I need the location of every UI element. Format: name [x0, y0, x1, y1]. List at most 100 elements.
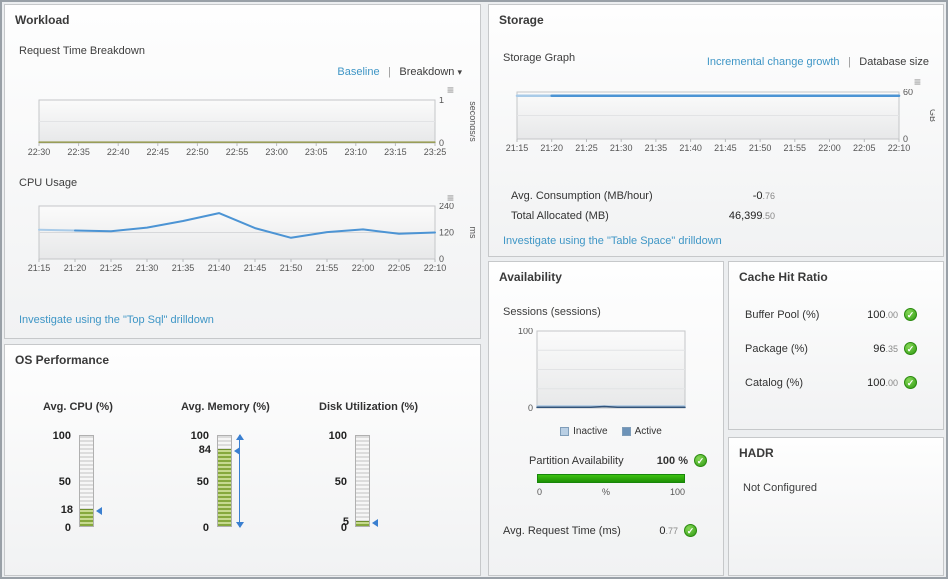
svg-text:21:20: 21:20 [64, 263, 87, 273]
gauge-fill [356, 521, 369, 526]
cache-hit-ratio-title: Cache Hit Ratio [739, 270, 828, 284]
hadr-panel: HADR Not Configured [728, 437, 944, 576]
status-ok-icon: ✓ [904, 342, 917, 355]
partition-availability-bar [537, 474, 685, 483]
svg-text:240: 240 [439, 203, 454, 211]
catalog-row: Catalog (%) 100.00 ✓ [745, 376, 917, 389]
svg-text:22:05: 22:05 [853, 143, 876, 153]
gauge-scale-max: 100 [52, 430, 71, 442]
inactive-swatch-icon [560, 427, 570, 436]
svg-text:22:00: 22:00 [818, 143, 841, 153]
storage-view-switch: Incremental change growth | Database siz… [707, 52, 929, 70]
scale-max: 100 [669, 487, 685, 497]
svg-text:21:55: 21:55 [784, 143, 807, 153]
gauge-scale-mid: 50 [334, 476, 347, 488]
gauge-scale-min: 0 [202, 522, 209, 534]
svg-text:22:35: 22:35 [67, 147, 90, 157]
gauge-fill [218, 449, 231, 526]
gauge-bar [217, 435, 232, 527]
svg-text:21:25: 21:25 [100, 263, 123, 273]
svg-text:21:45: 21:45 [714, 143, 737, 153]
avg-consumption-row: Avg. Consumption (MB/hour) -0.76 [511, 190, 775, 202]
sessions-chart: 100 0 [511, 326, 689, 414]
storage-graph-label: Storage Graph [503, 52, 576, 64]
svg-text:21:40: 21:40 [679, 143, 702, 153]
scale-min: 0 [537, 487, 543, 497]
sessions-label: Sessions (sessions) [503, 306, 601, 318]
avg-request-time-row: Avg. Request Time (ms) 0.77 ✓ [503, 524, 697, 537]
gauge-row: Avg. CPU (%) 100 50 0 18 Avg. Memory (%)… [35, 401, 439, 543]
top-sql-drilldown-link[interactable]: Investigate using the "Top Sql" drilldow… [19, 314, 214, 326]
svg-text:21:35: 21:35 [172, 263, 195, 273]
chart-options-icon[interactable]: ≡ [446, 83, 454, 97]
svg-text:ms: ms [468, 227, 475, 239]
availability-title: Availability [499, 270, 562, 284]
status-ok-icon: ✓ [684, 524, 697, 537]
status-ok-icon: ✓ [904, 376, 917, 389]
svg-text:22:40: 22:40 [107, 147, 130, 157]
workload-panel: Workload Request Time Breakdown Baseline… [4, 4, 481, 339]
baseline-link[interactable]: Baseline [337, 66, 380, 78]
svg-text:0: 0 [903, 134, 908, 144]
gauge-scale-mid: 50 [58, 476, 71, 488]
svg-text:21:15: 21:15 [506, 143, 529, 153]
svg-text:60: 60 [903, 89, 913, 97]
gauge-marker-icon [234, 447, 240, 455]
scale-unit: % [601, 487, 610, 497]
avg-request-time-label: Avg. Request Time (ms) [503, 524, 621, 537]
svg-text:22:50: 22:50 [186, 147, 209, 157]
table-space-drilldown-link[interactable]: Investigate using the "Table Space" dril… [503, 235, 722, 247]
svg-text:23:15: 23:15 [384, 147, 407, 157]
package-label: Package (%) [745, 342, 808, 355]
availability-panel: Availability Sessions (sessions) 100 0 In… [488, 261, 724, 576]
avg-consumption-label: Avg. Consumption (MB/hour) [511, 190, 653, 202]
svg-text:22:10: 22:10 [888, 143, 911, 153]
request-time-chart: 1 0 22:30 22:35 22:40 22:45 22:50 22:55 23:00 23:… [13, 95, 478, 159]
svg-text:21:40: 21:40 [208, 263, 231, 273]
database-size-link[interactable]: Database size [859, 56, 929, 68]
breakdown-selector[interactable]: Breakdown ▾ [399, 66, 462, 78]
gauge-value: 5 [342, 516, 349, 528]
active-swatch-icon [621, 427, 631, 436]
svg-text:0: 0 [439, 138, 444, 148]
svg-text:100: 100 [518, 328, 533, 336]
gauge-marker-icon [96, 507, 102, 515]
svg-text:23:25: 23:25 [424, 147, 447, 157]
disk-utilization-label: Disk Utilization (%) [319, 401, 419, 413]
breakdown-label: Breakdown [399, 66, 455, 78]
status-ok-icon: ✓ [904, 308, 917, 321]
avg-cpu-label: Avg. CPU (%) [43, 401, 113, 413]
gauge-value: 84 [198, 444, 211, 456]
link-divider: | [847, 56, 851, 68]
svg-text:23:10: 23:10 [345, 147, 368, 157]
buffer-pool-value: 100.00 [867, 308, 898, 321]
cache-hit-ratio-panel: Cache Hit Ratio Buffer Pool (%) 100.00 ✓… [728, 261, 944, 430]
svg-text:22:00: 22:00 [352, 263, 375, 273]
gauge-value: 18 [60, 504, 73, 516]
storage-panel: Storage Storage Graph Incremental change… [488, 4, 944, 257]
svg-text:1: 1 [439, 97, 444, 105]
total-allocated-value: 46,399.50 [728, 210, 775, 222]
legend-item-inactive: Inactive [560, 426, 608, 437]
cpu-usage-chart: 240 120 0 21:15 21:20 21:25 21:30 21:35 21:40 21:… [13, 201, 478, 275]
avg-cpu-column: Avg. CPU (%) 100 50 0 18 [35, 401, 163, 543]
gauge-scale-max: 100 [328, 430, 347, 442]
svg-text:22:45: 22:45 [147, 147, 170, 157]
gauge-fill [80, 509, 93, 526]
avg-cpu-gauge: 100 50 0 18 [35, 427, 145, 543]
svg-text:21:20: 21:20 [540, 143, 563, 153]
svg-text:21:30: 21:30 [610, 143, 633, 153]
avg-request-time-value: 0.77 [659, 524, 678, 537]
svg-text:23:05: 23:05 [305, 147, 328, 157]
svg-text:seconds/s: seconds/s [468, 101, 475, 142]
partition-availability-value: 100 % [656, 454, 688, 467]
buffer-pool-label: Buffer Pool (%) [745, 308, 820, 321]
total-allocated-label: Total Allocated (MB) [511, 210, 609, 222]
svg-text:21:15: 21:15 [28, 263, 51, 273]
svg-text:22:55: 22:55 [226, 147, 249, 157]
chart-options-icon[interactable]: ≡ [913, 75, 921, 89]
svg-text:GB: GB [928, 109, 935, 122]
buffer-pool-row: Buffer Pool (%) 100.00 ✓ [745, 308, 917, 321]
chart-options-icon[interactable]: ≡ [446, 191, 454, 205]
incremental-change-growth-link[interactable]: Incremental change growth [706, 56, 840, 68]
